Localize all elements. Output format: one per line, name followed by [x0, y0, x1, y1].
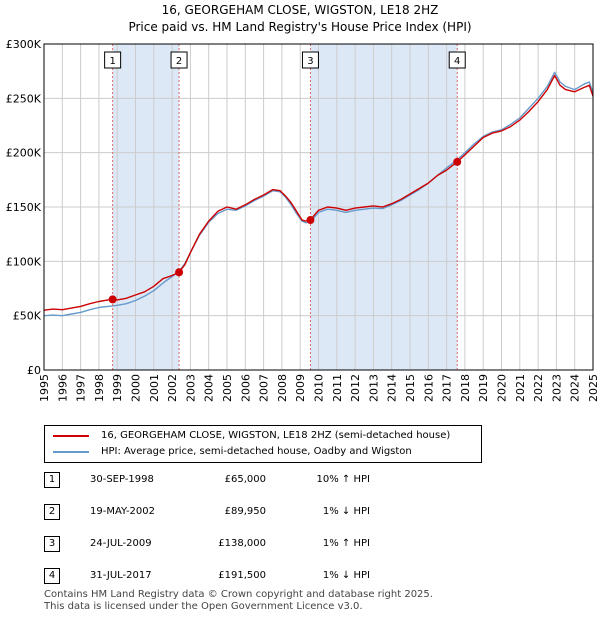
footer-license: This data is licensed under the Open Gov… [44, 601, 363, 612]
sale-price: £65,000 [224, 474, 266, 485]
x-tick-label: 2017 [441, 374, 454, 402]
sale-marker-box [104, 51, 122, 69]
sale-point [453, 157, 462, 166]
chart-subtitle: Price paid vs. HM Land Registry's House … [128, 20, 472, 34]
y-tick-label: £300K [6, 38, 42, 51]
x-tick-label: 2024 [569, 374, 582, 402]
x-tick-label: 2002 [166, 374, 179, 402]
sale-row: 3 24-JUL-2009 £138,000 1% ↑ HPI [0, 536, 600, 554]
sale-marker-label: 1 [109, 56, 115, 67]
chart-legend: 16, GEORGEHAM CLOSE, WIGSTON, LE18 2HZ (… [44, 425, 482, 463]
chart-title: 16, GEORGEHAM CLOSE, WIGSTON, LE18 2HZ [161, 3, 439, 17]
x-tick-label: 2000 [130, 374, 143, 402]
sale-price: £191,500 [218, 570, 266, 581]
sale-number: 2 [44, 504, 60, 520]
sale-number: 3 [44, 536, 60, 552]
y-tick-label: £250K [6, 92, 42, 105]
sale-row: 4 31-JUL-2017 £191,500 1% ↓ HPI [0, 568, 600, 586]
x-tick-label: 2015 [404, 374, 417, 402]
y-tick-label: £150K [6, 201, 42, 214]
sale-marker-label: 4 [454, 56, 460, 67]
sale-hpi-change: 1% ↓ HPI [322, 570, 370, 581]
legend-label-price: 16, GEORGEHAM CLOSE, WIGSTON, LE18 2HZ (… [101, 430, 451, 441]
x-tick-label: 2011 [331, 374, 344, 402]
x-tick-label: 2009 [294, 374, 307, 402]
x-tick-label: 2022 [532, 374, 545, 402]
legend-swatch-price [53, 435, 89, 437]
footer-copyright: Contains HM Land Registry data © Crown c… [44, 589, 433, 600]
sale-hpi-change: 10% ↑ HPI [316, 474, 370, 485]
x-tick-label: 2012 [349, 374, 362, 402]
y-tick-label: £200K [6, 147, 42, 160]
x-tick-label: 2014 [386, 374, 399, 402]
sale-number: 1 [44, 472, 60, 488]
sale-marker-box [448, 51, 466, 69]
sale-row: 1 30-SEP-1998 £65,000 10% ↑ HPI [0, 472, 600, 490]
x-tick-label: 2008 [276, 374, 289, 402]
sale-price: £89,950 [224, 506, 266, 517]
y-tick-label: £50K [13, 310, 42, 323]
sale-date: 31-JUL-2017 [90, 570, 152, 581]
x-tick-label: 2013 [367, 374, 380, 402]
x-tick-label: 2004 [203, 374, 216, 402]
x-tick-label: 2019 [477, 374, 490, 402]
plot-border [43, 43, 594, 371]
sale-hpi-change: 1% ↑ HPI [322, 538, 370, 549]
x-tick-label: 2003 [184, 374, 197, 402]
sale-date: 30-SEP-1998 [90, 474, 154, 485]
sale-row: 2 19-MAY-2002 £89,950 1% ↓ HPI [0, 504, 600, 522]
x-tick-label: 1995 [38, 374, 51, 402]
legend-swatch-hpi [53, 451, 89, 453]
x-tick-label: 1996 [56, 374, 69, 402]
sale-date: 19-MAY-2002 [90, 506, 156, 517]
y-tick-label: £100K [6, 255, 42, 268]
x-tick-label: 2020 [496, 374, 509, 402]
y-tick-label: £0 [27, 364, 41, 377]
x-tick-label: 1998 [93, 374, 106, 402]
sale-point [175, 268, 184, 277]
sale-price: £138,000 [218, 538, 266, 549]
x-tick-label: 2018 [459, 374, 472, 402]
price-chart: £0 £50K £100K £150K £200K £250K £300K 1995 1996 1… [6, 38, 600, 402]
x-tick-label: 1997 [75, 374, 88, 402]
legend-label-hpi: HPI: Average price, semi-detached house,… [101, 446, 412, 457]
x-tick-label: 2016 [422, 374, 435, 402]
x-tick-label: 2023 [550, 374, 563, 402]
sale-marker-label: 2 [176, 56, 182, 67]
x-tick-label: 2007 [258, 374, 271, 402]
x-tick-label: 2025 [587, 374, 600, 402]
sale-marker-box [170, 51, 188, 69]
sale-marker-box [301, 51, 319, 69]
x-tick-label: 2006 [239, 374, 252, 402]
sale-hpi-change: 1% ↓ HPI [322, 506, 370, 517]
sale-point [108, 295, 117, 304]
x-tick-label: 2021 [514, 374, 527, 402]
sale-number: 4 [44, 568, 60, 584]
x-tick-label: 1999 [111, 374, 124, 402]
sale-date: 24-JUL-2009 [90, 538, 152, 549]
x-tick-label: 2010 [313, 374, 326, 402]
sale-point [306, 216, 315, 225]
sale-marker-label: 3 [307, 56, 313, 67]
x-tick-label: 2001 [148, 374, 161, 402]
x-tick-label: 2005 [221, 374, 234, 402]
